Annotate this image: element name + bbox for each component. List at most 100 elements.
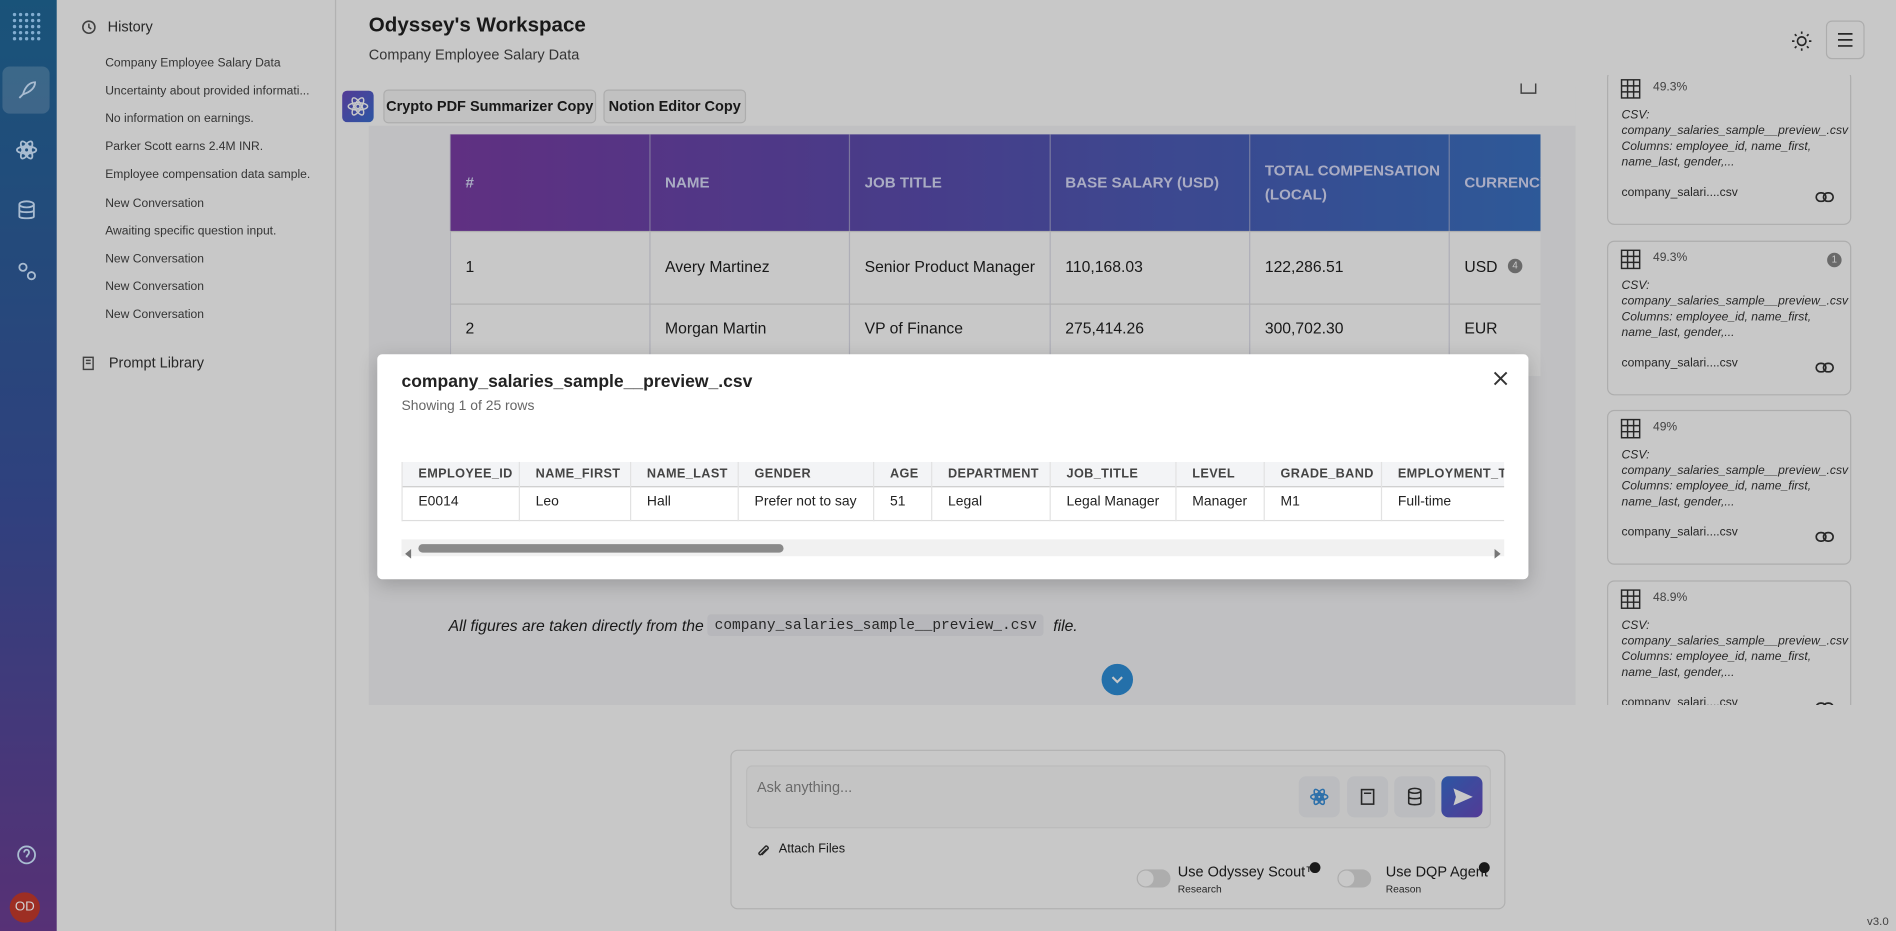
- citation-badge[interactable]: 4: [1507, 258, 1523, 274]
- table-cell: Senior Product Manager: [864, 257, 1035, 276]
- source-file[interactable]: company_salari....csv: [1621, 356, 1738, 370]
- toggle-label: Use Odyssey Scout™: [1177, 863, 1320, 881]
- icon-part: [82, 356, 94, 371]
- column-header: JOB TITLE: [864, 174, 942, 192]
- icon-part: [85, 359, 91, 365]
- scroll-thumb[interactable]: [418, 544, 784, 553]
- icon-part: [1407, 787, 1422, 806]
- relevance-score: 49.3%: [1652, 81, 1688, 95]
- column-header: CURRENCY: [1464, 174, 1540, 192]
- history-item[interactable]: Company Employee Salary Data: [105, 56, 281, 71]
- column-divider: [1263, 461, 1265, 522]
- history-item[interactable]: Uncertainty about provided informati...: [105, 84, 310, 99]
- icon-part: [18, 24, 23, 29]
- icon-part: [1621, 589, 1640, 608]
- composer-tool[interactable]: [1298, 776, 1340, 818]
- attach-icon[interactable]: [756, 843, 771, 858]
- scroll-right[interactable]: [1492, 543, 1502, 559]
- assistant-logo[interactable]: [342, 90, 374, 123]
- icon-part: [1815, 531, 1834, 542]
- source-card[interactable]: 49% CSV: company_salaries_sample__preview…: [1607, 409, 1852, 565]
- source-file[interactable]: company_salari....csv: [1621, 186, 1738, 200]
- preview-cell: Leo: [535, 494, 559, 510]
- prompt-library[interactable]: Prompt Library: [108, 354, 204, 372]
- icon-part: [1796, 36, 1807, 47]
- preview-cell: Full-time: [1397, 494, 1452, 510]
- history-item[interactable]: New Conversation: [105, 280, 205, 294]
- icon-part: [18, 37, 23, 41]
- column-divider: [931, 461, 933, 522]
- relevance-score: 49.3%: [1652, 250, 1688, 265]
- icon-part: [1621, 79, 1640, 98]
- info-icon[interactable]: [1309, 862, 1321, 874]
- source-card[interactable]: 48.9% CSV: company_salaries_sample__previ…: [1607, 579, 1852, 705]
- close-button[interactable]: [1491, 369, 1510, 388]
- attach-files[interactable]: Attach Files: [778, 841, 846, 857]
- icon-part: [1494, 548, 1501, 559]
- logo: [11, 11, 42, 42]
- assistant-tab[interactable]: Notion Editor Copy: [603, 89, 747, 124]
- history-item[interactable]: New Conversation: [105, 252, 205, 266]
- icon-part: [19, 140, 34, 160]
- preview-column: EMPLOYMENT_TY: [1397, 466, 1505, 482]
- menu-button[interactable]: [1825, 20, 1865, 60]
- table-cell: 1: [465, 257, 475, 276]
- icon-part: [18, 30, 23, 35]
- send-button[interactable]: [1441, 776, 1483, 818]
- nav-active[interactable]: [2, 66, 50, 114]
- collapse-icon[interactable]: [1520, 80, 1537, 94]
- source-file[interactable]: company_salari....csv: [1621, 526, 1738, 540]
- icon-part: [351, 97, 365, 116]
- icon-part: [1309, 788, 1329, 806]
- theme-toggle[interactable]: [1791, 30, 1813, 52]
- footnote-code: company_salaries_sample__preview_.csv: [707, 614, 1045, 637]
- composer-tool[interactable]: [1394, 776, 1436, 818]
- icon-part: [30, 30, 35, 35]
- link-icon[interactable]: [1815, 187, 1834, 203]
- history-item[interactable]: New Conversation: [105, 196, 205, 210]
- history-item[interactable]: Awaiting specific question input.: [105, 224, 277, 238]
- icon-part: [18, 200, 35, 220]
- nav-icon[interactable]: [15, 138, 39, 162]
- icon-part: [37, 37, 41, 41]
- icon-part: [347, 97, 369, 116]
- source-card[interactable]: 49.3% 1 CSV: company_salaries_sample__prev…: [1607, 240, 1852, 395]
- library-icon: [81, 356, 96, 372]
- source-card[interactable]: 49.3% CSV: company_salaries_sample__previ…: [1607, 74, 1852, 225]
- icon-part: [18, 18, 23, 23]
- info-icon[interactable]: [1478, 862, 1490, 874]
- composer-tool[interactable]: [1347, 776, 1389, 818]
- chat-area: # NAME JOB TITLE BASE SALARY (USD) TOTAL COM…: [368, 87, 1576, 705]
- source-file[interactable]: company_salari....csv: [1621, 695, 1738, 705]
- row-divider: [401, 519, 1505, 522]
- icon-part: [18, 81, 36, 99]
- input-placeholder: Ask anything...: [756, 778, 853, 796]
- history-item[interactable]: No information on earnings.: [105, 112, 254, 126]
- nav-icon[interactable]: [15, 198, 39, 222]
- column-divider: [629, 461, 632, 522]
- source-snippet: CSV: company_salaries_sample__preview_.c…: [1621, 618, 1849, 679]
- history-item[interactable]: Employee compensation data sample.: [105, 168, 311, 182]
- icon-part: [1815, 701, 1834, 705]
- nav-icon[interactable]: [15, 843, 39, 867]
- scroll-down-button[interactable]: [1101, 663, 1134, 696]
- column-header: BASE SALARY (USD): [1065, 174, 1219, 192]
- preview-header: [401, 461, 1505, 488]
- nav-icon[interactable]: [15, 79, 39, 103]
- chat-input[interactable]: Ask anything...: [746, 765, 1491, 829]
- link-icon[interactable]: [1815, 527, 1834, 542]
- link-icon[interactable]: [1815, 357, 1834, 373]
- column-divider: [1049, 134, 1051, 377]
- icon-part: [1453, 788, 1473, 806]
- column-divider: [873, 461, 875, 522]
- history-item[interactable]: New Conversation: [105, 308, 205, 322]
- icon-part: [12, 12, 41, 41]
- scroll-left[interactable]: [404, 543, 414, 559]
- assistant-tab[interactable]: Crypto PDF Summarizer Copy: [383, 89, 597, 124]
- nav-icon[interactable]: [15, 259, 39, 283]
- history-item[interactable]: Parker Scott earns 2.4M INR.: [105, 140, 264, 154]
- user-avatar[interactable]: OD: [9, 892, 40, 923]
- icon-part: [1620, 588, 1641, 609]
- link-icon[interactable]: [1815, 697, 1834, 705]
